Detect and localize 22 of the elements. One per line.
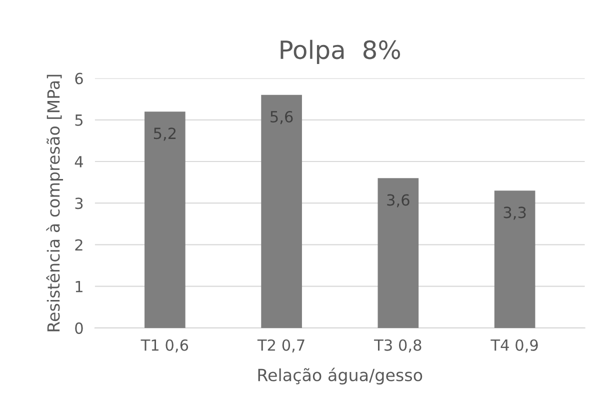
y-tick-label: 3: [75, 198, 83, 210]
data-label: 3,3: [504, 206, 526, 220]
data-label: 5,6: [270, 110, 293, 124]
y-tick-label: 2: [75, 239, 82, 251]
y-tick-label: 6: [75, 72, 83, 84]
x-tick-label: T1 0,6: [140, 339, 188, 352]
x-tick-label: T3 0,8: [374, 339, 422, 352]
x-tick-label: T4 0,9: [490, 339, 538, 352]
y-tick-label: 0: [75, 322, 83, 334]
x-tick-label: T2 0,7: [257, 339, 304, 352]
y-tick-label: 1: [76, 281, 82, 292]
y-axis-title: Resistência à compresão [MPa]: [46, 74, 64, 332]
bar: [378, 178, 419, 328]
x-axis-title: Relação água/gesso: [258, 368, 422, 385]
y-tick-label: 4: [74, 156, 83, 168]
data-label: 3,6: [387, 194, 410, 208]
bar: [494, 190, 536, 328]
y-tick-label: 5: [75, 114, 83, 126]
data-label: 5,2: [154, 128, 176, 141]
bar: [261, 94, 302, 328]
bar: [144, 112, 186, 328]
chart-title: Polpa 8%: [280, 40, 400, 64]
